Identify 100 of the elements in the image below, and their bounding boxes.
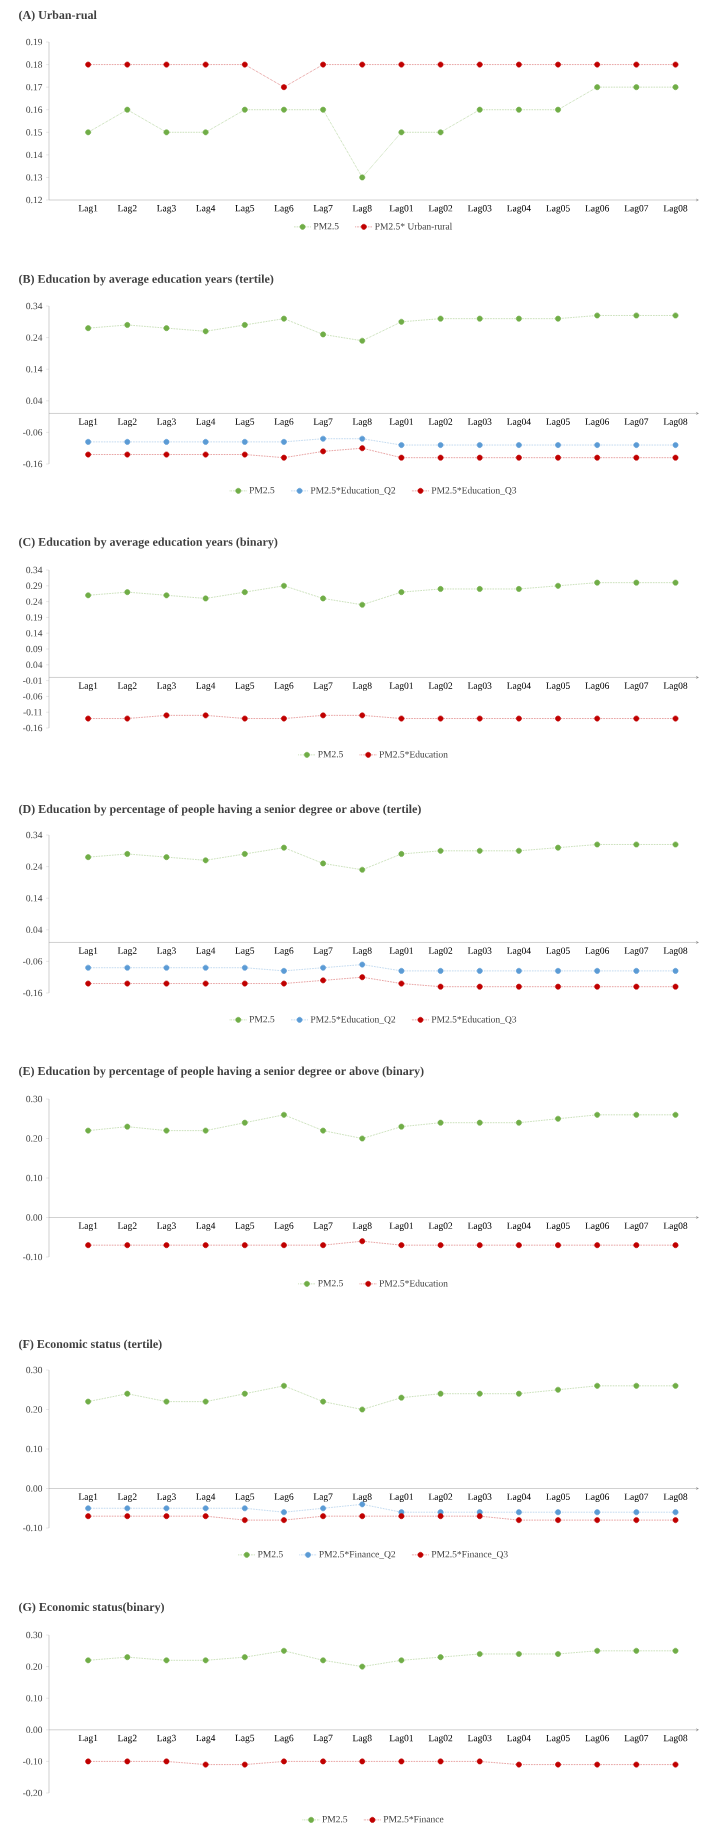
x-tick-label: Lag03 <box>467 682 492 691</box>
x-tick-label: Lag6 <box>274 205 294 214</box>
chart-title: (D) Education by percentage of people having a senior degree or above (tertile) <box>19 804 421 816</box>
x-tick-label: Lag02 <box>428 1734 453 1744</box>
point <box>241 1761 248 1768</box>
point <box>633 1517 640 1524</box>
y-tick-label: 0.34 <box>26 566 43 574</box>
x-tick-label: Lag03 <box>467 1734 492 1744</box>
point <box>241 451 248 458</box>
point <box>281 84 287 91</box>
point <box>672 841 679 848</box>
x-tick-label: Lag7 <box>313 1734 333 1744</box>
point <box>437 715 444 722</box>
point <box>398 851 405 857</box>
y-tick-label: -0.10 <box>23 1524 43 1532</box>
point <box>437 1119 444 1126</box>
x-tick-label: Lag02 <box>428 682 453 691</box>
y-tick-label: 0.20 <box>26 1663 43 1670</box>
x-tick-label: Lag06 <box>585 1493 610 1502</box>
point <box>594 1242 601 1249</box>
point <box>555 1115 561 1122</box>
chart-title: (E) Education by percentage of people having a senior degree or above (binary) <box>19 1066 424 1078</box>
point <box>241 1119 248 1126</box>
point <box>633 1761 640 1768</box>
point <box>476 1513 483 1520</box>
x-tick-label: Lag5 <box>235 947 255 956</box>
point <box>555 1386 561 1393</box>
point <box>633 1111 640 1118</box>
point <box>633 1382 640 1389</box>
x-tick-label: Lag02 <box>428 1493 453 1502</box>
point <box>320 331 326 338</box>
point <box>398 967 405 974</box>
y-tick-label: 0.20 <box>26 1135 43 1142</box>
x-tick-label: Lag5 <box>235 205 255 214</box>
legend-label: PM2.5 <box>249 1015 275 1023</box>
point <box>633 454 640 461</box>
x-tick-label: Lag8 <box>352 1734 372 1744</box>
x-tick-label: Lag04 <box>507 1734 531 1744</box>
point <box>594 1517 601 1524</box>
x-tick-label: Lag08 <box>663 1222 688 1231</box>
y-tick-label: -0.16 <box>23 460 43 468</box>
point <box>672 1647 679 1654</box>
point <box>594 454 601 461</box>
point <box>163 854 170 861</box>
x-tick-label: Lag05 <box>546 682 570 691</box>
y-tick-label: 0.14 <box>26 365 43 373</box>
point <box>281 715 287 722</box>
x-tick-label: Lag02 <box>428 1222 453 1231</box>
point <box>163 129 170 136</box>
point <box>476 967 483 974</box>
point <box>515 315 522 322</box>
point <box>515 1761 522 1768</box>
point <box>594 442 601 448</box>
y-tick-label: 0.30 <box>26 1095 43 1103</box>
x-tick-label: Lag01 <box>389 682 413 691</box>
point <box>515 61 522 68</box>
point <box>672 715 679 722</box>
point <box>85 1398 92 1405</box>
point <box>85 854 92 861</box>
x-tick-label: Lag2 <box>117 682 137 691</box>
x-tick-label: Lag07 <box>624 682 649 691</box>
x-tick-label: Lag04 <box>507 1493 531 1502</box>
point <box>202 61 209 68</box>
y-tick-label: 0.17 <box>26 83 43 91</box>
point <box>437 1654 444 1661</box>
point <box>124 964 131 971</box>
legend-label: PM2.5*Education_Q2 <box>310 486 396 495</box>
point <box>124 438 131 445</box>
point <box>163 964 170 971</box>
point <box>555 967 561 974</box>
point <box>398 1394 405 1401</box>
y-tick-label: 0.20 <box>26 1406 43 1413</box>
point <box>555 1651 561 1657</box>
point <box>241 1654 248 1661</box>
x-tick-label: Lag8 <box>352 682 372 691</box>
x-tick-label: Lag05 <box>546 1493 570 1502</box>
point <box>85 980 92 987</box>
point <box>476 454 483 461</box>
point <box>594 1761 601 1768</box>
legend-label: PM2.5*Education <box>379 750 448 758</box>
x-tick-label: Lag7 <box>313 205 333 214</box>
point <box>437 967 444 974</box>
x-tick-label: Lag8 <box>352 418 372 427</box>
point <box>124 322 131 328</box>
point <box>555 1517 561 1524</box>
point <box>320 1505 326 1512</box>
y-tick-label: 0.16 <box>26 106 43 113</box>
point <box>437 847 444 854</box>
point <box>633 312 640 319</box>
legend-label: PM2.5 <box>257 1550 283 1558</box>
point <box>85 1505 92 1512</box>
point <box>555 582 561 589</box>
point <box>202 1657 209 1664</box>
point <box>398 442 405 448</box>
x-tick-label: Lag1 <box>78 1222 98 1231</box>
point <box>124 1505 131 1512</box>
x-tick-label: Lag3 <box>156 1222 176 1231</box>
x-tick-label: Lag01 <box>389 947 413 956</box>
point <box>281 582 287 589</box>
point <box>320 595 326 602</box>
